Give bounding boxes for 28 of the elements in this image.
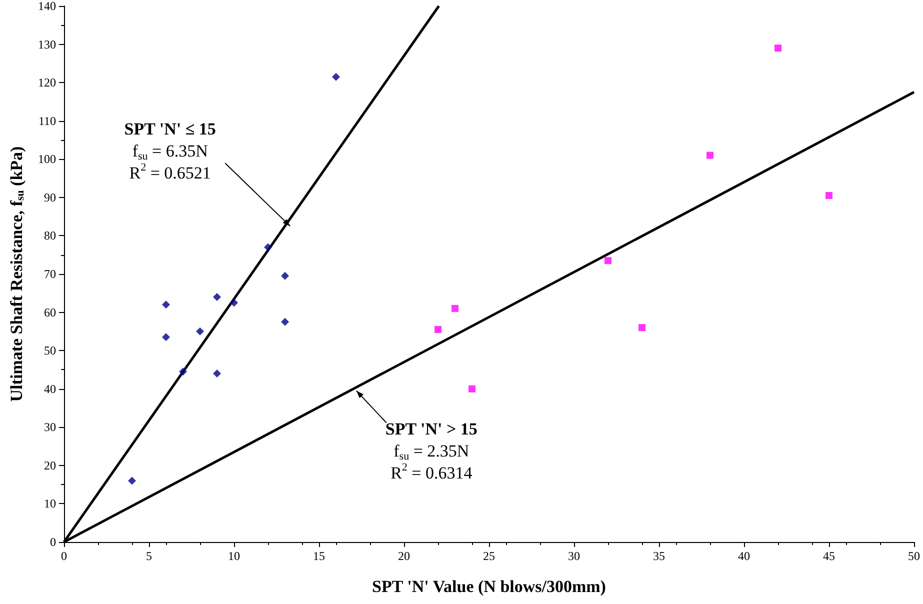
y-tick-label: 30 xyxy=(44,420,56,434)
y-tick-label: 50 xyxy=(44,344,56,358)
y-tick-label: 120 xyxy=(38,76,56,90)
x-tick-label: 25 xyxy=(483,549,495,563)
x-tick-label: 35 xyxy=(653,549,665,563)
y-tick-label: 0 xyxy=(50,535,56,549)
x-tick-label: 30 xyxy=(568,549,580,563)
y-tick-label: 80 xyxy=(44,228,56,243)
x-tick-label: 45 xyxy=(823,549,835,563)
y-tick-label: 100 xyxy=(38,152,56,166)
x-tick-label: 5 xyxy=(146,549,152,563)
x-tick-label: 20 xyxy=(398,549,410,563)
x-tick-label: 15 xyxy=(313,549,325,563)
y-axis-title: Ultimate Shaft Resistance, fsu (kPa) xyxy=(7,146,26,402)
y-tick-label: 60 xyxy=(44,305,56,320)
y-tick-label: 20 xyxy=(44,458,56,472)
y-tick-label: 130 xyxy=(38,37,56,52)
x-axis-title: SPT 'N' Value (N blows/300mm) xyxy=(372,577,606,596)
y-tick-label: 10 xyxy=(44,496,56,511)
x-tick-label: 0 xyxy=(61,549,67,563)
y-tick-label: 40 xyxy=(44,382,56,396)
y-tick-label: 70 xyxy=(44,267,56,281)
y-tick-label: 90 xyxy=(44,190,56,204)
x-tick-label: 40 xyxy=(738,549,750,563)
x-tick-label: 50 xyxy=(908,549,920,563)
y-tick-label: 140 xyxy=(38,0,56,13)
x-tick-label: 10 xyxy=(228,549,240,563)
y-tick-label: 110 xyxy=(38,114,56,128)
